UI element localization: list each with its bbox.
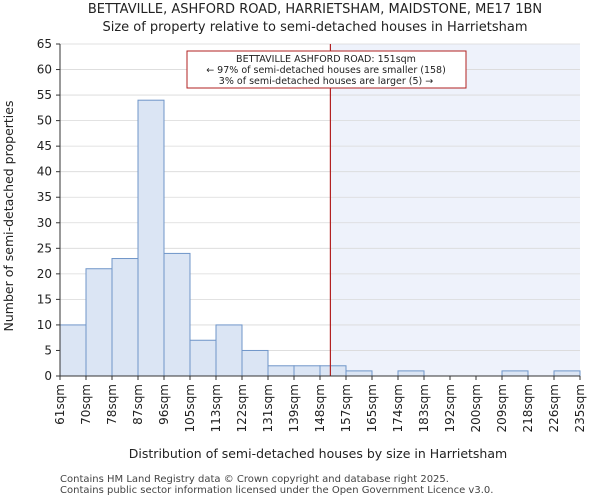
bar-226sqm [553,370,581,377]
x-tick-label-226sqm: 226sqm [547,384,561,432]
bar-70sqm [85,268,113,377]
bar-174sqm [397,370,425,377]
x-tick-label-200sqm: 200sqm [469,384,483,432]
bar-96sqm [163,252,191,377]
x-tick-label-96sqm: 96sqm [157,384,171,425]
y-axis-label: Number of semi-detached properties [1,101,16,332]
x-tick-label-183sqm: 183sqm [417,384,431,432]
x-tick-label-174sqm: 174sqm [391,384,405,432]
x-tick-label-235sqm: 235sqm [573,384,587,432]
bar-87sqm [137,99,165,377]
x-tick-label-122sqm: 122sqm [235,384,249,432]
bar-139sqm [293,365,321,377]
x-tick-label-70sqm: 70sqm [79,384,93,425]
y-tick-label-0: 0 [44,369,52,383]
x-tick-label-113sqm: 113sqm [209,384,223,432]
bar-209sqm [501,370,529,377]
bar-157sqm [345,370,373,377]
y-axis-ticks: 0 5 10 15 20 25 30 35 40 45 50 55 60 65 [37,37,60,383]
bar-148sqm [319,365,347,377]
y-tick-label-45: 45 [37,139,52,153]
x-tick-label-131sqm: 131sqm [261,384,275,432]
bar-78sqm [111,258,139,377]
y-tick-label-65: 65 [37,37,52,51]
x-tick-label-157sqm: 157sqm [339,384,353,432]
bar-105sqm [189,339,217,377]
y-tick-label-15: 15 [37,292,52,306]
footer-licence: Contains public sector information licen… [60,485,494,496]
x-tick-label-192sqm: 192sqm [443,384,457,432]
annotation-box: BETTAVILLE ASHFORD ROAD: 151sqm ← 97% of… [186,50,467,89]
bar-122sqm [241,349,269,377]
footer-copyright: Contains HM Land Registry data © Crown c… [60,474,449,485]
x-tick-label-139sqm: 139sqm [287,384,301,432]
x-tick-label-61sqm: 61sqm [53,384,67,425]
x-tick-label-105sqm: 105sqm [183,384,197,432]
x-tick-label-78sqm: 78sqm [105,384,119,425]
annotation-line2: ← 97% of semi-detached houses are smalle… [206,65,446,76]
y-tick-label-60: 60 [37,63,52,77]
x-axis-ticks: 61sqm 70sqm 78sqm 87sqm 96sqm 105sqm 113sqm 122… [53,376,587,432]
x-tick-label-87sqm: 87sqm [131,384,145,425]
y-tick-label-50: 50 [37,114,52,128]
annotation-line1: BETTAVILLE ASHFORD ROAD: 151sqm [236,54,416,65]
y-tick-label-30: 30 [37,216,52,230]
y-tick-label-55: 55 [37,88,52,102]
chart-title-line2: Size of property relative to semi-detach… [102,20,527,35]
chart-title-line1: BETTAVILLE, ASHFORD ROAD, HARRIETSHAM, M… [88,2,542,17]
y-tick-label-25: 25 [37,241,52,255]
bar-131sqm [267,365,295,377]
y-tick-label-35: 35 [37,190,52,204]
y-tick-label-20: 20 [37,267,52,281]
larger-houses-highlight [330,44,580,376]
y-tick-label-10: 10 [37,318,52,332]
bar-61sqm [59,324,87,377]
x-tick-label-218sqm: 218sqm [521,384,535,432]
x-tick-label-148sqm: 148sqm [313,384,327,432]
annotation-line3: 3% of semi-detached houses are larger (5… [219,76,433,87]
annotation-frame [186,50,467,89]
bars [59,99,581,377]
y-tick-label-40: 40 [37,165,52,179]
bar-113sqm [215,324,243,377]
y-tick-label-5: 5 [44,343,52,357]
x-tick-label-165sqm: 165sqm [365,384,379,432]
x-axis-label: Distribution of semi-detached houses by … [129,446,507,461]
x-tick-label-209sqm: 209sqm [495,384,509,432]
